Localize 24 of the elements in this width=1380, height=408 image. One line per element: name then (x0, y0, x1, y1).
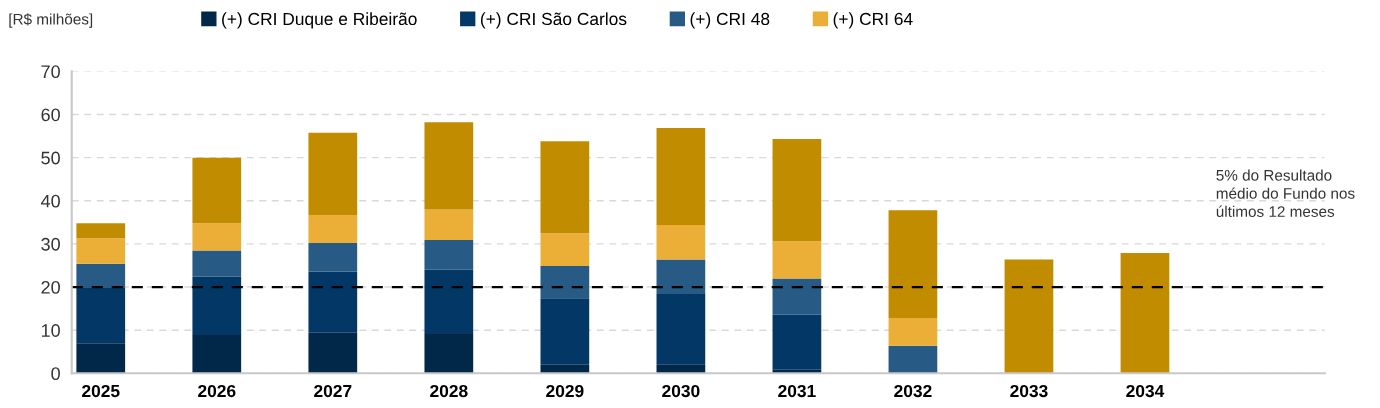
y-tick-label: 0 (51, 367, 60, 381)
x-tick-label: 2034 (1126, 384, 1165, 398)
x-tick-label: 2025 (82, 384, 120, 398)
legend-label: (+) CRI 64 (833, 12, 913, 29)
text: 5% do Resultado médio do Fundo nos últimos 12 meses (1216, 169, 1355, 217)
x-tick-label: 2027 (314, 384, 352, 398)
x-tick-label: 2029 (546, 384, 584, 398)
y-tick-label: 30 (41, 237, 60, 251)
x-tick-label: 2028 (430, 384, 468, 398)
y-tick-label: 20 (41, 280, 60, 294)
x-tick-label: 2033 (1010, 384, 1048, 398)
x-tick-label: 2031 (778, 384, 816, 398)
x-tick-label: 2030 (662, 384, 700, 398)
y-tick-label: 40 (40, 194, 60, 208)
x-tick-label: 2026 (198, 384, 236, 398)
legend-label: (+) CRI Duque e Ribeirão (222, 12, 417, 29)
y-tick-label: 70 (41, 65, 60, 79)
y-tick-label: 60 (41, 108, 60, 122)
y-axis-title: [R$ milhões] (9, 13, 93, 28)
legend-label: (+) CRI São Carlos (480, 12, 627, 29)
y-tick-label: 10 (41, 324, 60, 337)
legend-label: (+) CRI 48 (690, 12, 770, 29)
y-tick-label: 50 (41, 151, 60, 165)
x-tick-label: 2032 (894, 384, 932, 398)
